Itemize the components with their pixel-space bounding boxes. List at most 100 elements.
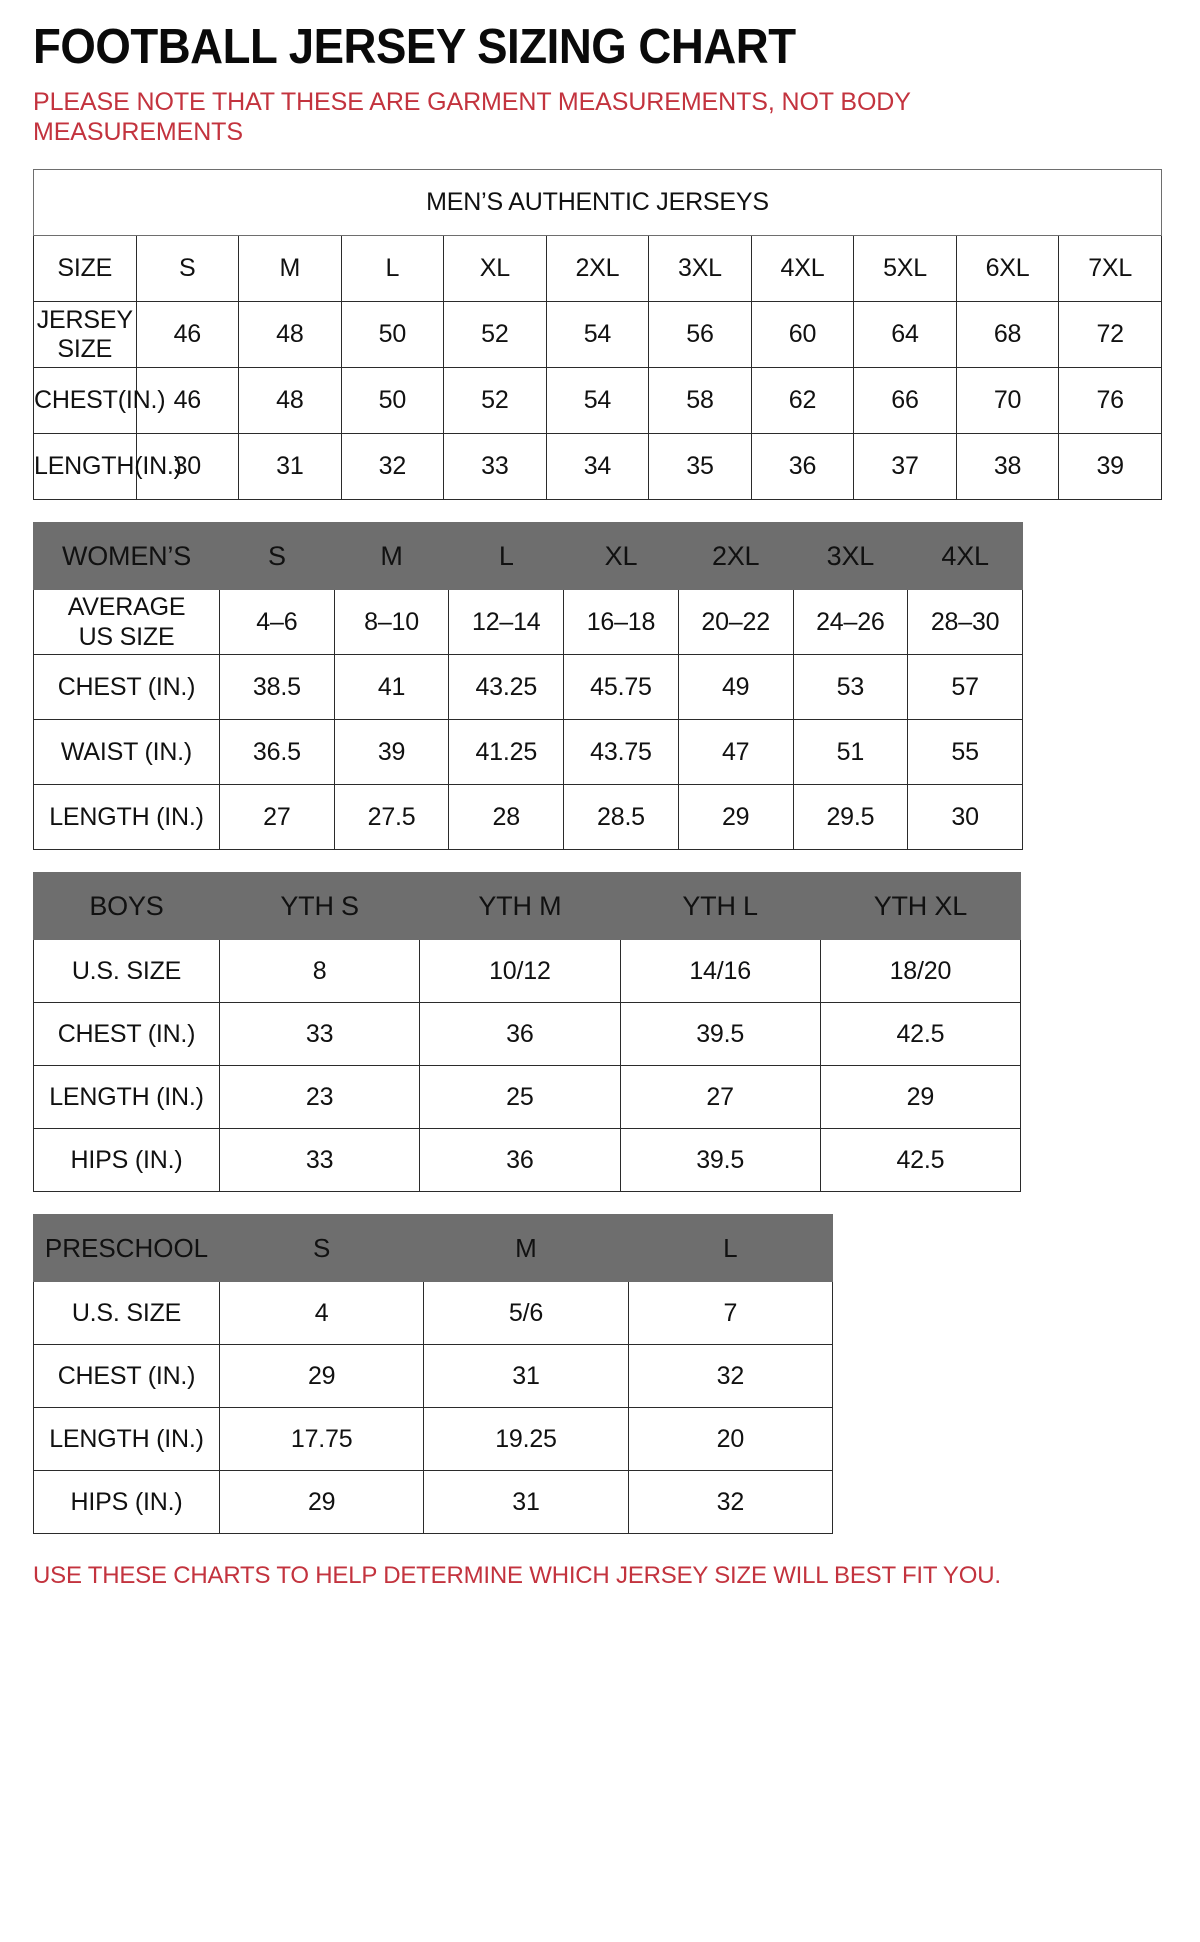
table-cell: 57: [907, 654, 1023, 720]
table-cell: 36: [419, 1002, 621, 1066]
table-cell: 5/6: [423, 1281, 629, 1345]
table-cell: 66: [853, 367, 957, 434]
table-cell: 2XL: [545, 235, 650, 302]
table-row: LENGTH(IN.) 30 31 32 33 34 35 36 37 38 3…: [33, 433, 1162, 500]
table-cell: 76: [1058, 367, 1162, 434]
table-cell: L: [340, 235, 445, 302]
table-cell: 31: [423, 1470, 629, 1534]
table-cell: 32: [627, 1344, 834, 1408]
table-cell: 18/20: [819, 939, 1022, 1003]
womens-corner-label: WOMEN’S: [33, 522, 220, 590]
table-cell: 24–26: [792, 589, 909, 655]
table-cell: 23: [218, 1065, 421, 1129]
boys-table-section: BOYS YTH S YTH M YTH L YTH XL U.S. SIZE …: [33, 872, 1167, 1192]
row-label-length: LENGTH (IN.): [33, 1407, 220, 1471]
column-header: S: [219, 522, 335, 590]
table-cell: 20: [627, 1407, 834, 1471]
row-label-chest: CHEST(IN.): [33, 367, 166, 434]
table-row: LENGTH (IN.) 23 25 27 29: [33, 1065, 1022, 1129]
column-header: L: [627, 1214, 834, 1282]
table-row: HIPS (IN.) 29 31 32: [33, 1470, 834, 1534]
table-row: CHEST (IN.) 38.5 41 43.25 45.75 49 53 57: [33, 654, 1023, 720]
boys-sizing-table: BOYS YTH S YTH M YTH L YTH XL U.S. SIZE …: [33, 872, 1022, 1192]
table-cell: 54: [545, 367, 650, 434]
table-header-row: BOYS YTH S YTH M YTH L YTH XL: [33, 872, 1022, 940]
table-cell: 42.5: [819, 1128, 1022, 1192]
table-cell: 46: [135, 301, 240, 368]
table-cell: 29: [677, 784, 794, 850]
table-cell: 19.25: [423, 1407, 629, 1471]
table-cell: 28: [448, 784, 565, 850]
column-header: YTH M: [419, 872, 621, 940]
table-cell: 29: [218, 1344, 425, 1408]
row-label-chest: CHEST (IN.): [33, 1002, 220, 1066]
column-header: M: [333, 522, 450, 590]
table-cell: 4XL: [750, 235, 855, 302]
preschool-sizing-table: PRESCHOOL S M L U.S. SIZE 4 5/6 7 CHEST …: [33, 1214, 834, 1534]
column-header: YTH L: [619, 872, 821, 940]
table-cell: 17.75: [218, 1407, 425, 1471]
table-header-row: WOMEN’S S M L XL 2XL 3XL 4XL: [33, 522, 1023, 590]
table-cell: 36: [750, 433, 855, 500]
table-cell: 68: [955, 301, 1060, 368]
mens-sizing-table: MEN’S AUTHENTIC JERSEYS SIZE S M L XL 2X…: [33, 169, 1162, 500]
column-header: M: [423, 1214, 629, 1282]
row-label-waist: WAIST (IN.): [33, 719, 220, 785]
table-cell: 60: [750, 301, 855, 368]
table-cell: 8–10: [333, 589, 450, 655]
row-label-us-size: U.S. SIZE: [33, 1281, 220, 1345]
table-cell: 35: [648, 433, 752, 500]
table-cell: 33: [218, 1002, 421, 1066]
table-cell: 50: [340, 367, 445, 434]
table-cell: 46: [135, 367, 240, 434]
row-label-us-size: U.S. SIZE: [33, 939, 220, 1003]
table-cell: 37: [853, 433, 957, 500]
column-header: YTH XL: [819, 872, 1022, 940]
row-label-size: SIZE: [33, 235, 137, 302]
table-cell: 3XL: [648, 235, 752, 302]
table-row: LENGTH (IN.) 27 27.5 28 28.5 29 29.5 30: [33, 784, 1023, 850]
table-cell: 58: [648, 367, 752, 434]
table-cell: 28.5: [563, 784, 679, 850]
garment-measurement-note: PLEASE NOTE THAT THESE ARE GARMENT MEASU…: [33, 88, 911, 146]
table-cell: 38: [955, 433, 1060, 500]
table-cell: 10/12: [419, 939, 621, 1003]
table-cell: 5XL: [853, 235, 957, 302]
table-cell: 14/16: [619, 939, 821, 1003]
row-label-chest: CHEST (IN.): [33, 1344, 220, 1408]
table-cell: 32: [627, 1470, 834, 1534]
row-label-jersey-size: JERSEY SIZE: [33, 301, 137, 368]
table-cell: 41.25: [448, 719, 565, 785]
table-cell: 4: [218, 1281, 425, 1345]
table-cell: 43.25: [448, 654, 565, 720]
table-cell: 48: [238, 367, 342, 434]
table-cell: 39: [1058, 433, 1162, 500]
mens-table-section: MEN’S AUTHENTIC JERSEYS SIZE S M L XL 2X…: [33, 169, 1167, 500]
table-cell: 33: [443, 433, 547, 500]
table-cell: XL: [443, 235, 547, 302]
table-cell: 51: [792, 719, 909, 785]
table-cell: 36.5: [219, 719, 335, 785]
row-label-length: LENGTH(IN.): [33, 433, 182, 500]
table-cell: 28–30: [907, 589, 1023, 655]
table-cell: 27: [219, 784, 335, 850]
table-cell: M: [238, 235, 342, 302]
table-cell: 29.5: [792, 784, 909, 850]
row-label-hips: HIPS (IN.): [33, 1128, 220, 1192]
table-cell: 8: [218, 939, 421, 1003]
table-row: SIZE S M L XL 2XL 3XL 4XL 5XL 6XL 7XL: [33, 235, 1162, 302]
table-row: LENGTH (IN.) 17.75 19.25 20: [33, 1407, 834, 1471]
table-cell: 20–22: [677, 589, 794, 655]
table-row: AVERAGE US SIZE 4–6 8–10 12–14 16–18 20–…: [33, 589, 1023, 655]
table-row: HIPS (IN.) 33 36 39.5 42.5: [33, 1128, 1022, 1192]
table-cell: 27: [619, 1065, 821, 1129]
row-label-average-us-size: AVERAGE US SIZE: [33, 589, 220, 655]
column-header: 2XL: [677, 522, 794, 590]
table-header-row: PRESCHOOL S M L: [33, 1214, 834, 1282]
table-cell: 34: [545, 433, 650, 500]
table-cell: 50: [340, 301, 445, 368]
table-cell: 25: [419, 1065, 621, 1129]
table-cell: 7XL: [1058, 235, 1162, 302]
womens-sizing-table: WOMEN’S S M L XL 2XL 3XL 4XL AVERAGE US …: [33, 522, 1023, 850]
